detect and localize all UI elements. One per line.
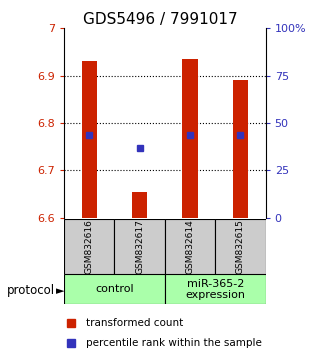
Bar (115, 219, 165, 274)
Bar (165, 219, 215, 274)
Bar (182, 59, 197, 218)
Bar (64, 219, 115, 274)
Text: GSM832616: GSM832616 (85, 219, 94, 274)
Bar (132, 192, 147, 218)
Bar (215, 219, 266, 274)
Text: transformed count: transformed count (86, 318, 184, 328)
Text: percentile rank within the sample: percentile rank within the sample (86, 338, 262, 348)
Text: protocol: protocol (6, 285, 54, 297)
Text: GSM832617: GSM832617 (135, 219, 144, 274)
Bar (165, 274, 266, 304)
Text: GSM832614: GSM832614 (186, 219, 195, 274)
Text: ►: ► (56, 286, 65, 296)
Bar (233, 80, 248, 218)
Text: GDS5496 / 7991017: GDS5496 / 7991017 (83, 12, 237, 27)
Bar (64, 274, 165, 304)
Bar (82, 62, 97, 218)
Text: miR-365-2
expression: miR-365-2 expression (185, 279, 245, 300)
Text: GSM832615: GSM832615 (236, 219, 245, 274)
Text: control: control (95, 284, 134, 295)
